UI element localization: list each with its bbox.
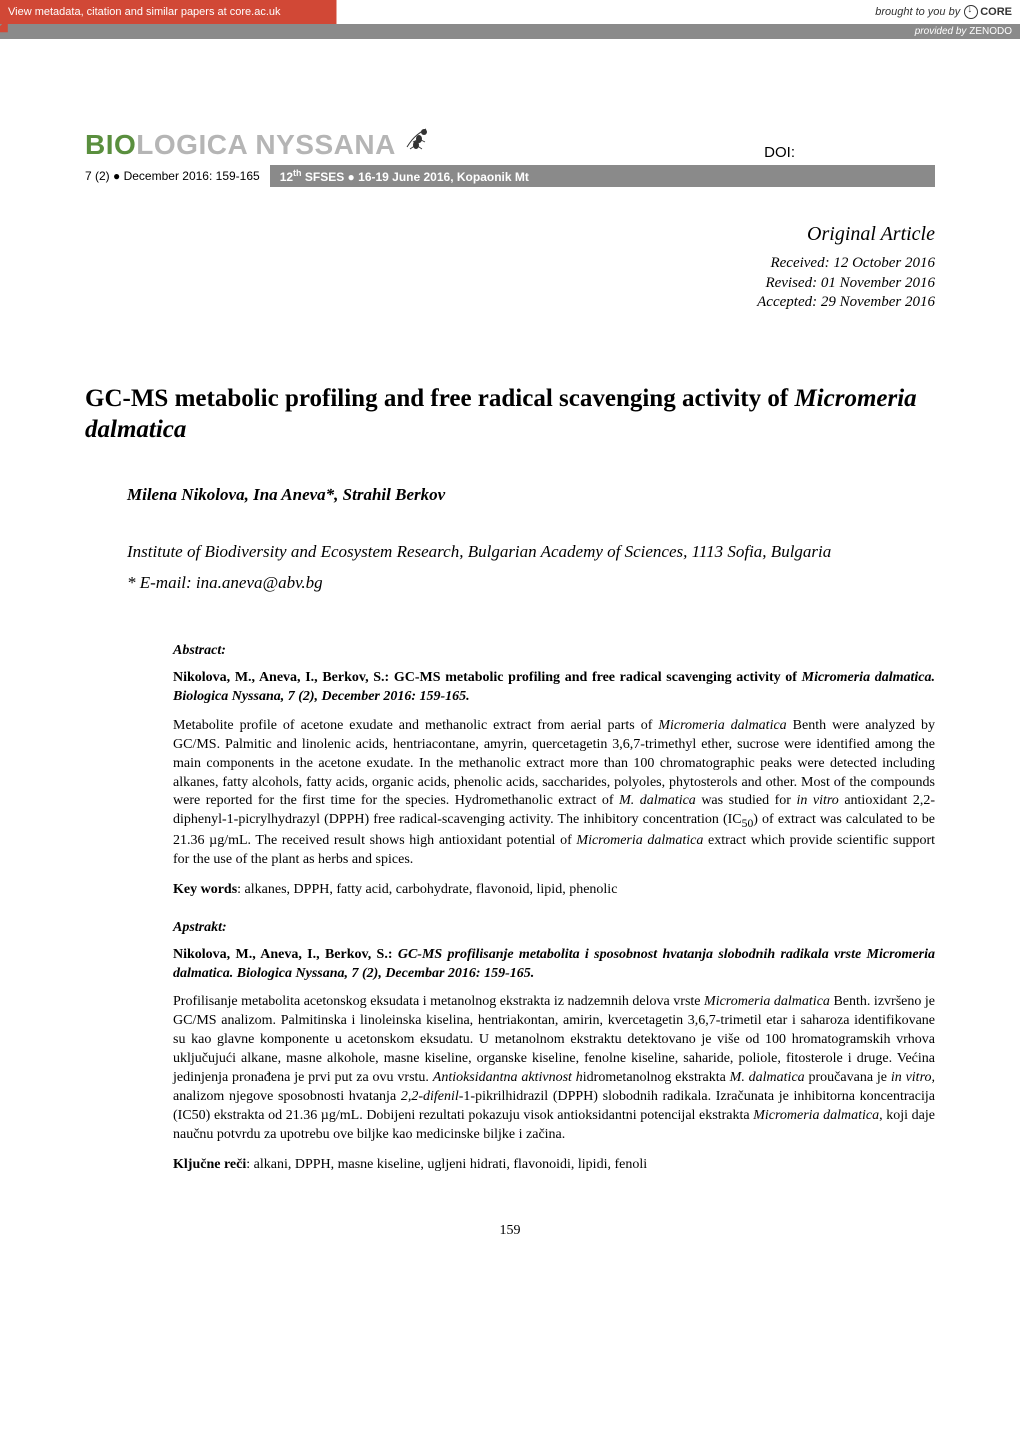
doi-label: DOI: bbox=[764, 144, 795, 161]
article-type: Original Article bbox=[85, 223, 935, 246]
core-banner: ◢ View metadata, citation and similar pa… bbox=[0, 0, 1020, 24]
banner-right: brought to you by CORE bbox=[875, 5, 1012, 19]
date-revised: Revised: 01 November 2016 bbox=[85, 274, 935, 294]
banner-left-text[interactable]: View metadata, citation and similar pape… bbox=[0, 6, 281, 18]
core-label: CORE bbox=[980, 6, 1012, 18]
title-line1: GC-MS metabolic profiling and free radic… bbox=[85, 385, 788, 412]
brought-to-you: brought to you by bbox=[875, 6, 960, 18]
article-title: GC-MS metabolic profiling and free radic… bbox=[85, 383, 935, 446]
abstract-label-en-text: Abstract: bbox=[173, 643, 226, 658]
logo-ant-icon bbox=[404, 126, 430, 158]
keywords-label-en: Key words bbox=[173, 882, 237, 897]
page-number: 159 bbox=[85, 1223, 935, 1239]
header-row: BIOLOGICA NYSSANA DOI: bbox=[85, 129, 935, 161]
provided-prefix: provided by bbox=[915, 26, 967, 37]
keywords-sr: Ključne reči: alkani, DPPH, masne kiseli… bbox=[173, 1157, 935, 1173]
abstract-label-sr: Apstrakt: bbox=[173, 920, 935, 936]
abstract-english: Abstract: Nikolova, M., Aneva, I., Berko… bbox=[173, 643, 935, 1172]
date-received: Received: 12 October 2016 bbox=[85, 254, 935, 274]
arrow-icon: ◢ bbox=[0, 14, 8, 35]
date-accepted: Accepted: 29 November 2016 bbox=[85, 293, 935, 313]
page-content: BIOLOGICA NYSSANA DOI: 7 (2) ● December … bbox=[0, 39, 1020, 1279]
core-icon bbox=[964, 5, 978, 19]
core-badge[interactable]: CORE bbox=[964, 5, 1012, 19]
abstract-text-en: Metabolite profile of acetone exudate an… bbox=[173, 717, 935, 870]
issue-info: 7 (2) ● December 2016: 159-165 bbox=[85, 169, 260, 183]
authors: Milena Nikolova, Ina Aneva*, Strahil Ber… bbox=[127, 485, 935, 505]
keywords-text-en: : alkanes, DPPH, fatty acid, carbohydrat… bbox=[237, 882, 617, 897]
keywords-en: Key words: alkanes, DPPH, fatty acid, ca… bbox=[173, 882, 935, 898]
abstract-label-en: Abstract: bbox=[173, 643, 935, 659]
provided-source[interactable]: ZENODO bbox=[969, 26, 1012, 37]
abstract-label-sr-text: Apstrakt: bbox=[173, 920, 227, 935]
provided-bar: provided by ZENODO bbox=[0, 24, 1020, 39]
corresponding-email: * E-mail: ina.aneva@abv.bg bbox=[127, 573, 935, 593]
citation-en: Nikolova, M., Aneva, I., Berkov, S.: GC-… bbox=[173, 669, 935, 707]
logo-bio: BIO bbox=[85, 129, 136, 161]
affiliation: Institute of Biodiversity and Ecosystem … bbox=[127, 541, 935, 563]
keywords-label-sr: Ključne reči bbox=[173, 1157, 246, 1172]
conference-box: 12th SFSES ● 16-19 June 2016, Kopaonik M… bbox=[270, 165, 935, 187]
journal-logo: BIOLOGICA NYSSANA bbox=[85, 129, 430, 161]
citation-sr: Nikolova, M., Aneva, I., Berkov, S.: GC-… bbox=[173, 946, 935, 984]
logo-rest: LOGICA NYSSANA bbox=[136, 129, 396, 161]
article-dates: Received: 12 October 2016 Revised: 01 No… bbox=[85, 254, 935, 313]
issue-row: 7 (2) ● December 2016: 159-165 12th SFSE… bbox=[85, 165, 935, 187]
abstract-text-sr: Profilisanje metabolita acetonskog eksud… bbox=[173, 993, 935, 1144]
keywords-text-sr: : alkani, DPPH, masne kiseline, ugljeni … bbox=[246, 1157, 647, 1172]
